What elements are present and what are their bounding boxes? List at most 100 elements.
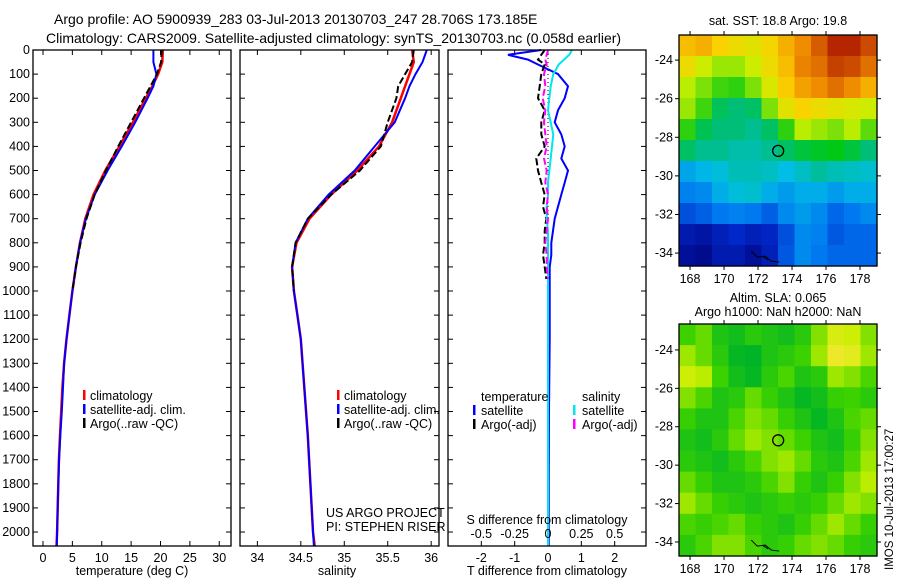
heatmap-cell <box>794 203 812 225</box>
depth-tick-label: 800 <box>9 236 30 250</box>
depth-tick-label: 900 <box>9 260 30 274</box>
heatmap-cell <box>761 119 779 141</box>
heatmap-cell <box>712 245 730 267</box>
title-line-2: Climatology: CARS2009. Satellite-adjuste… <box>46 30 621 46</box>
heatmap-cell <box>844 492 862 515</box>
sla-map-title: Altim. SLA: 0.065 <box>730 291 827 305</box>
sla-map-subtitle: Argo h1000: NaN h2000: NaN <box>695 305 862 319</box>
heatmap-cell <box>695 534 713 557</box>
heatmap-cell <box>761 182 779 204</box>
heatmap-cell <box>860 245 878 267</box>
heatmap-cell <box>844 203 862 225</box>
heatmap-cell <box>679 345 697 367</box>
series-line-argo-raw-qc- <box>291 49 415 292</box>
heatmap-cell <box>728 345 746 367</box>
heatmap-cell <box>778 161 796 183</box>
salinity-axes-frame <box>239 49 440 547</box>
heatmap-cell <box>844 513 862 536</box>
heatmap-cell <box>778 56 796 78</box>
heatmap-cell <box>745 492 763 515</box>
depth-tick-label: 2000 <box>2 525 30 539</box>
heatmap-cell <box>761 513 779 536</box>
heatmap-cell <box>860 408 878 431</box>
heatmap-cell <box>679 324 697 346</box>
heatmap-cell <box>844 119 862 141</box>
difference-legend: temperature salinity satellite Argo(-adj… <box>473 390 638 432</box>
heatmap-cell <box>712 182 730 204</box>
heatmap-cell <box>794 492 812 515</box>
heatmap-cell <box>844 56 862 78</box>
heatmap-cell <box>728 77 746 99</box>
heatmap-cell <box>695 119 713 141</box>
heatmap-cell <box>811 345 829 367</box>
heatmap-cell <box>811 534 829 557</box>
heatmap-cell <box>827 492 845 515</box>
heatmap-cell <box>761 224 779 246</box>
heatmap-cell <box>860 35 878 57</box>
heatmap-cell <box>778 513 796 536</box>
heatmap-cell <box>745 366 763 388</box>
x-tick-label: 5 <box>69 551 76 565</box>
legend-swatch-climatology <box>83 390 86 400</box>
heatmap-cell <box>712 429 730 452</box>
heatmap-cell <box>679 387 697 409</box>
heatmap-cell <box>712 387 730 409</box>
heatmap-cell <box>860 224 878 246</box>
argo-position-marker <box>772 434 785 447</box>
heatmap-cell <box>794 513 812 536</box>
heatmap-cell <box>695 450 713 473</box>
lon-tick-label: 174 <box>782 562 803 576</box>
heatmap-cell <box>761 429 779 452</box>
heatmap-cell <box>811 203 829 225</box>
heatmap-cell <box>695 387 713 409</box>
heatmap-cell <box>811 408 829 431</box>
heatmap-cell <box>728 492 746 515</box>
heatmap-cell <box>827 161 845 183</box>
depth-tick-label: 100 <box>9 67 30 81</box>
heatmap-cell <box>860 471 878 494</box>
depth-tick-label: 1200 <box>2 332 30 346</box>
heatmap-cell <box>794 450 812 473</box>
heatmap-cell <box>860 119 878 141</box>
heatmap-cell <box>745 140 763 162</box>
lat-tick-label: -32 <box>655 207 673 221</box>
heatmap-cell <box>712 161 730 183</box>
heatmap-cell <box>712 366 730 388</box>
heatmap-cell <box>844 182 862 204</box>
heatmap-cell <box>728 450 746 473</box>
heatmap-cell <box>761 56 779 78</box>
heatmap-cell <box>728 203 746 225</box>
heatmap-cell <box>761 345 779 367</box>
pi-annotation: PI: STEPHEN RISER <box>326 520 445 534</box>
heatmap-cell <box>860 534 878 557</box>
heatmap-cell <box>728 98 746 120</box>
heatmap-cell <box>794 324 812 346</box>
heatmap-cell <box>778 408 796 431</box>
heatmap-cell <box>844 450 862 473</box>
legend-swatch-s-satellite <box>573 405 576 415</box>
heatmap-cell <box>778 77 796 99</box>
heatmap-cell <box>679 203 697 225</box>
heatmap-cell <box>860 345 878 367</box>
heatmap-cell <box>778 345 796 367</box>
heatmap-cell <box>811 35 829 57</box>
heatmap-cell <box>794 387 812 409</box>
heatmap-cell <box>778 492 796 515</box>
legend-swatch-satellite <box>83 404 86 414</box>
x-tick-label: 1 <box>578 551 585 565</box>
heatmap-cell <box>745 324 763 346</box>
s-tick-label: 0 <box>545 527 552 541</box>
depth-tick-label: 1600 <box>2 429 30 443</box>
x-tick-label: 0 <box>545 551 552 565</box>
heatmap-cell <box>778 35 796 57</box>
heatmap-cell <box>761 203 779 225</box>
s-tick-label: -0.25 <box>500 527 529 541</box>
heatmap-cell <box>679 224 697 246</box>
heatmap-cell <box>695 245 713 267</box>
legend-swatch-argo <box>83 418 86 428</box>
series-line-temperature-satellite <box>507 49 570 546</box>
coastline <box>750 539 780 552</box>
heatmap-cell <box>860 182 878 204</box>
lon-tick-label: 178 <box>850 562 871 576</box>
heatmap-cell <box>794 345 812 367</box>
